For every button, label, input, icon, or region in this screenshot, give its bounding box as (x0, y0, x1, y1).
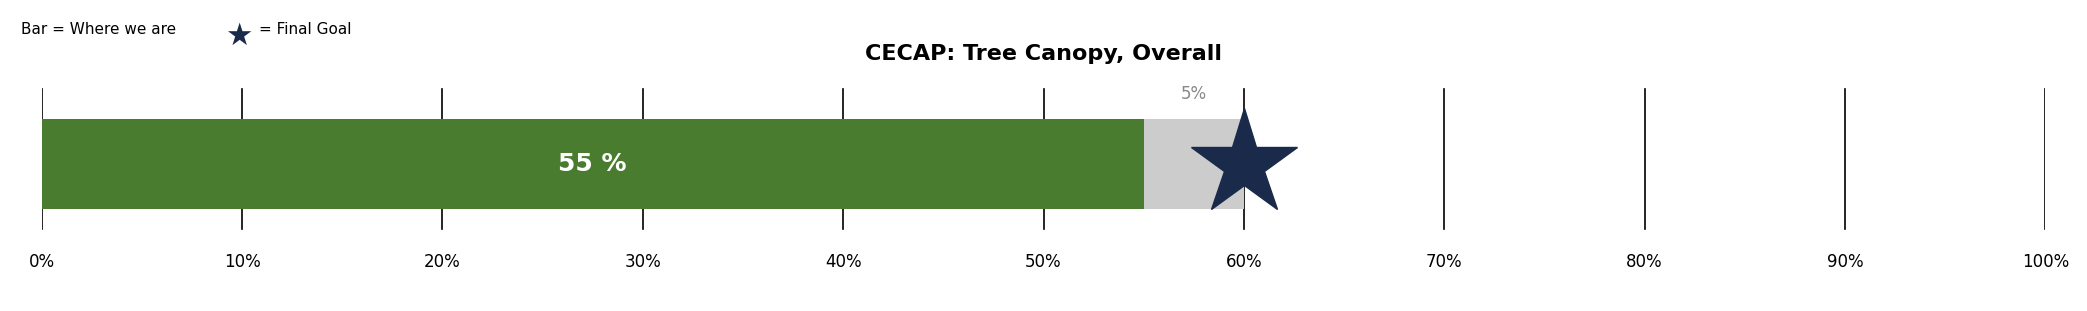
Title: CECAP: Tree Canopy, Overall: CECAP: Tree Canopy, Overall (864, 44, 1223, 64)
Bar (1144, 119, 1244, 210)
Text: Bar = Where we are: Bar = Where we are (21, 22, 175, 37)
Text: ★: ★ (225, 22, 253, 51)
Text: 5%: 5% (1181, 85, 1206, 103)
Bar (42, 119, 1144, 210)
Text: 55 %: 55 % (559, 152, 626, 176)
Text: = Final Goal: = Final Goal (259, 22, 351, 37)
